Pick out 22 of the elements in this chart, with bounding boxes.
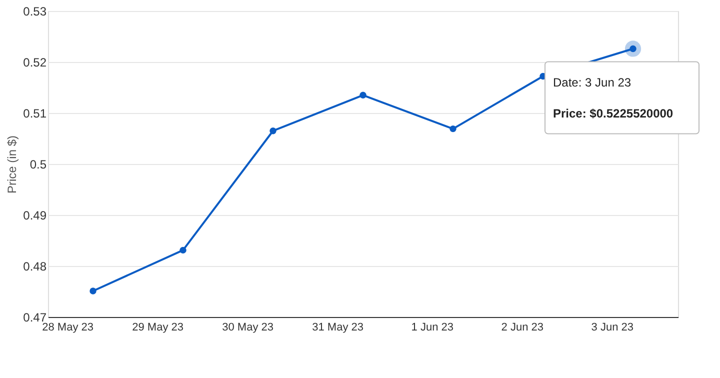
annotation: Price: $0.5225520000: [553, 106, 674, 121]
x-tick-label: 28 May 23: [42, 322, 94, 334]
y-tick-label: 0.52: [23, 56, 47, 70]
y-tick-label: 0.47: [23, 310, 47, 324]
point: [270, 128, 276, 134]
y-tick-label: 0.5: [30, 158, 47, 172]
point: [450, 125, 456, 132]
x-tick-label: 2 Jun 23: [501, 322, 544, 334]
y-tick-label: 0.51: [23, 106, 47, 120]
point: [180, 246, 186, 254]
y-tick-label: 0.49: [23, 208, 47, 222]
x-tick-label: 31 May 23: [312, 322, 364, 334]
point: [90, 288, 96, 294]
x-tick-label: 30 May 23: [222, 322, 274, 334]
y-axis-title: Price (in $): [5, 135, 20, 194]
point: [360, 92, 366, 98]
annotation: Date: 3 Jun 23: [553, 76, 632, 90]
x-tick-label: 3 Jun 23: [591, 322, 634, 334]
y-tick-label: 0.48: [23, 260, 47, 274]
x-tick-label: 29 May 23: [132, 322, 184, 334]
y-tick-label: 0.53: [23, 4, 47, 18]
x-tick-label: 1 Jun 23: [411, 322, 454, 334]
